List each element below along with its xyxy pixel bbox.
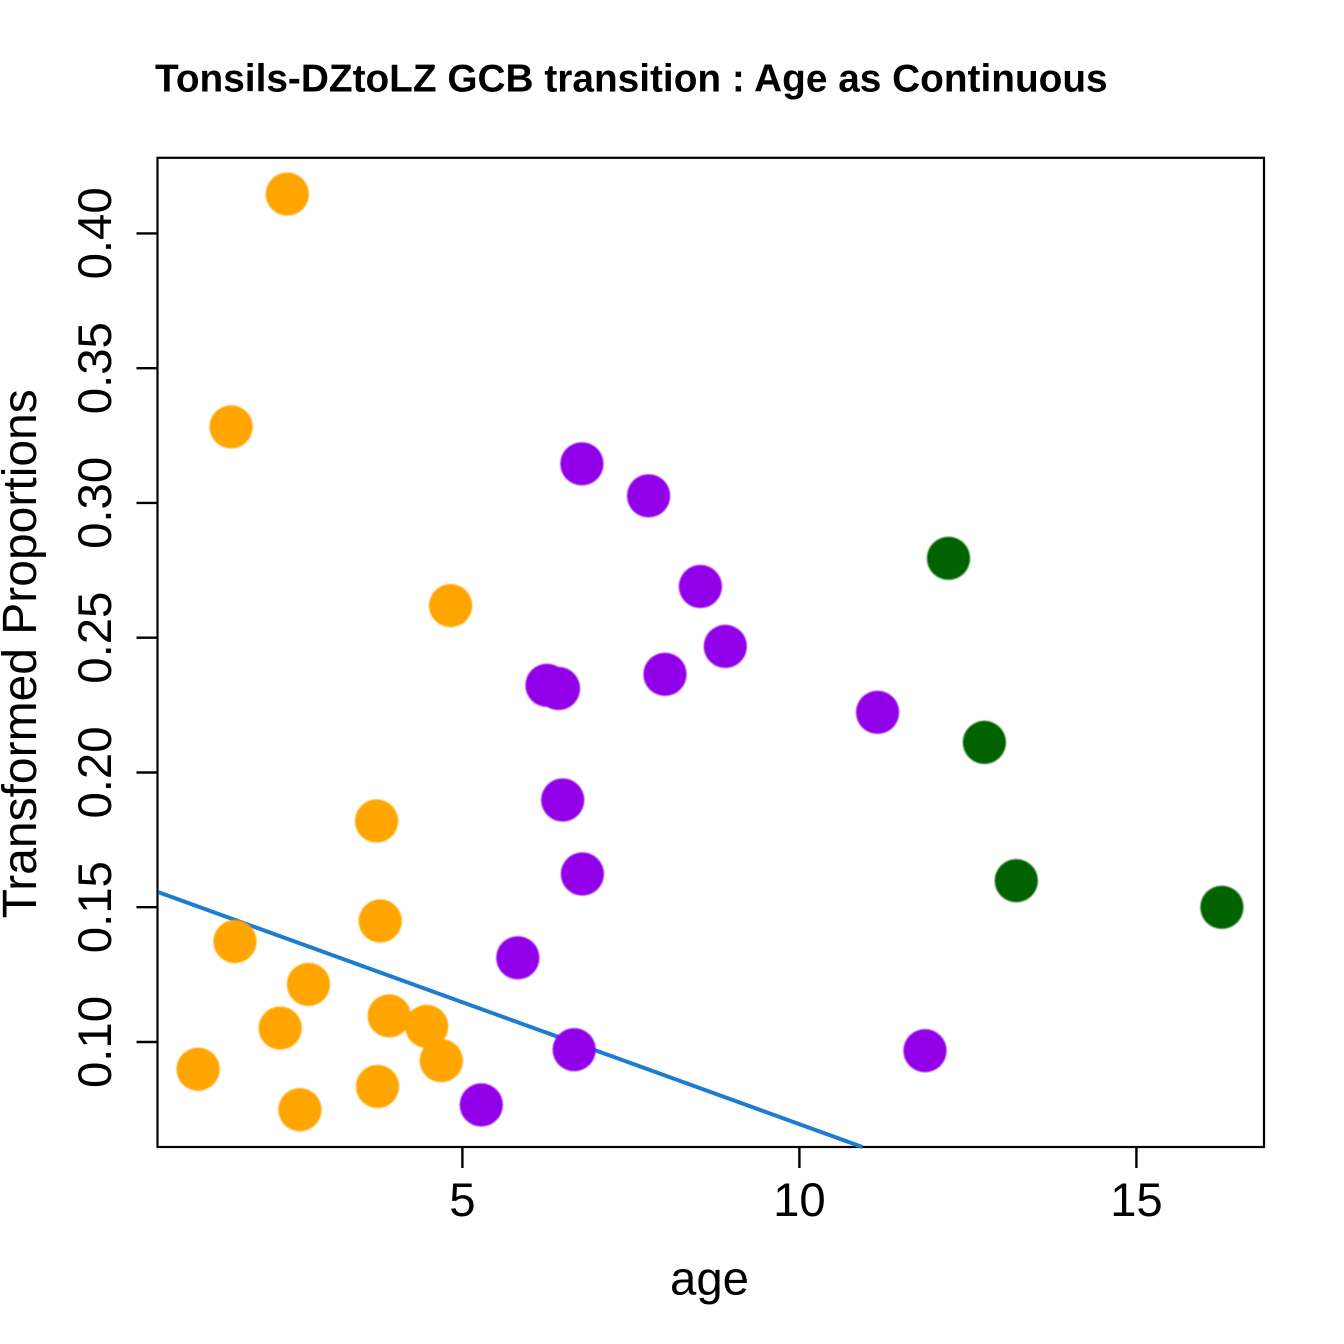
svg-text:Transformed Proportions: Transformed Proportions (0, 389, 47, 918)
svg-text:Tonsils-DZtoLZ GCB transition: Tonsils-DZtoLZ GCB transition : Age as C… (155, 58, 1108, 101)
svg-text:0.20: 0.20 (69, 726, 122, 818)
svg-text:0.10: 0.10 (69, 996, 122, 1088)
svg-text:10: 10 (773, 1174, 826, 1227)
svg-text:5: 5 (449, 1174, 475, 1227)
svg-text:15: 15 (1110, 1174, 1163, 1227)
svg-text:0.35: 0.35 (69, 322, 122, 414)
svg-text:0.25: 0.25 (69, 592, 122, 684)
svg-text:age: age (670, 1253, 749, 1306)
svg-text:0.40: 0.40 (69, 187, 122, 279)
svg-text:0.15: 0.15 (69, 861, 122, 953)
svg-text:0.30: 0.30 (69, 457, 122, 549)
